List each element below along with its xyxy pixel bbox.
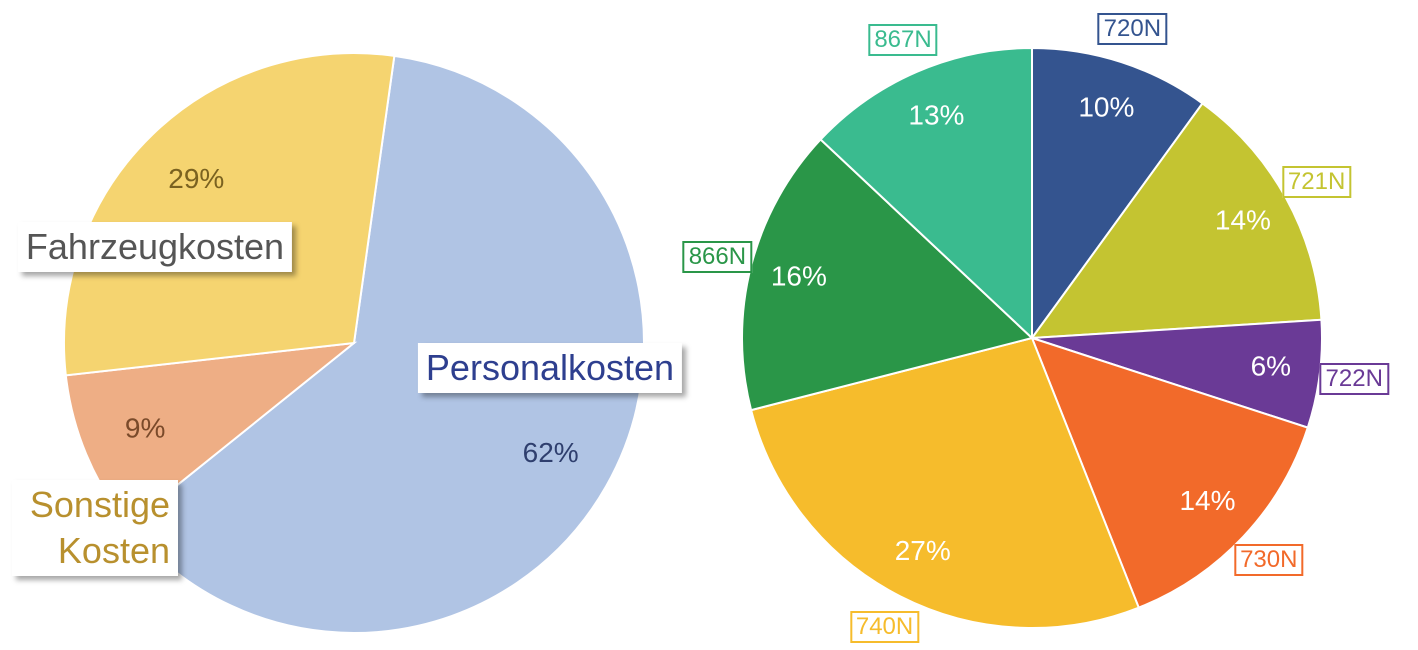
slice-percent: 62% (523, 437, 579, 468)
category-label: 720N (1097, 13, 1168, 46)
pie-slice (819, 46, 1033, 341)
category-label: Fahrzeugkosten (17, 222, 293, 272)
slice-percent: 29% (168, 163, 224, 194)
category-label: 730N (1234, 544, 1304, 577)
slice-percent: 14% (1179, 485, 1235, 516)
category-label: 867N (868, 23, 938, 56)
pie-slice (749, 336, 1141, 629)
slice-percent: 9% (125, 412, 165, 443)
slice-percent: 10% (1078, 91, 1134, 122)
category-label: 722N (1319, 362, 1389, 395)
slice-percent: 13% (908, 99, 964, 130)
pie-slice (126, 54, 645, 634)
pie-slice (1031, 46, 1204, 342)
category-label: 866N (682, 241, 753, 274)
category-label: 740N (849, 611, 920, 644)
pie-slice (63, 52, 396, 377)
pie-slice (1029, 101, 1323, 340)
slice-percent: 6% (1251, 351, 1291, 382)
slice-percent: 27% (895, 535, 951, 566)
category-label: Sonstige Kosten (12, 480, 178, 576)
category-label: Personalkosten (417, 343, 683, 393)
slice-percent: 16% (771, 261, 827, 292)
slice-percent: 14% (1215, 204, 1271, 235)
pie-slice (1030, 336, 1310, 609)
category-label: 721N (1281, 165, 1352, 198)
